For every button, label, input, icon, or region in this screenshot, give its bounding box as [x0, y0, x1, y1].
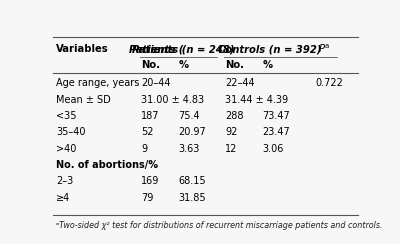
- Text: 187: 187: [142, 111, 160, 121]
- Text: 0.722: 0.722: [315, 78, 343, 88]
- Text: No. of abortions/%: No. of abortions/%: [56, 160, 158, 170]
- Text: Age range, years: Age range, years: [56, 78, 140, 88]
- Text: 12: 12: [225, 144, 238, 154]
- Text: 2–3: 2–3: [56, 176, 74, 186]
- Text: Variables: Variables: [56, 44, 109, 54]
- Text: 288: 288: [225, 111, 244, 121]
- Text: 20.97: 20.97: [179, 127, 206, 137]
- Text: 68.15: 68.15: [179, 176, 206, 186]
- Text: 79: 79: [142, 193, 154, 203]
- Text: 9: 9: [142, 144, 148, 154]
- Text: >40: >40: [56, 144, 76, 154]
- Text: 3.63: 3.63: [179, 144, 200, 154]
- Text: 31.44 ± 4.39: 31.44 ± 4.39: [225, 95, 288, 105]
- Text: ≥4: ≥4: [56, 193, 70, 203]
- Text: 23.47: 23.47: [262, 127, 290, 137]
- Text: No.: No.: [142, 61, 160, 71]
- Text: 22–44: 22–44: [225, 78, 255, 88]
- Text: 35–40: 35–40: [56, 127, 86, 137]
- Text: Patients (n = 248): Patients (n = 248): [132, 44, 234, 54]
- Text: 31.85: 31.85: [179, 193, 206, 203]
- Text: %: %: [262, 61, 272, 71]
- Text: Controls (n = 392): Controls (n = 392): [218, 44, 322, 54]
- Text: ᵃTwo-sided χ² test for distributions of recurrent miscarriage patients and contr: ᵃTwo-sided χ² test for distributions of …: [56, 221, 383, 230]
- Text: 20–44: 20–44: [142, 78, 171, 88]
- Text: 3.06: 3.06: [262, 144, 284, 154]
- Text: %: %: [179, 61, 189, 71]
- Text: <35: <35: [56, 111, 77, 121]
- Text: No.: No.: [225, 61, 244, 71]
- Text: 92: 92: [225, 127, 238, 137]
- Text: 31.00 ± 4.83: 31.00 ± 4.83: [142, 95, 204, 105]
- Text: 75.4: 75.4: [179, 111, 200, 121]
- Text: Patients (: Patients (: [129, 44, 183, 54]
- Text: 52: 52: [142, 127, 154, 137]
- Text: 169: 169: [142, 176, 160, 186]
- Text: $\mathit{P}^{\mathrm{a}}$: $\mathit{P}^{\mathrm{a}}$: [318, 43, 330, 55]
- Text: Mean ± SD: Mean ± SD: [56, 95, 111, 105]
- Text: 73.47: 73.47: [262, 111, 290, 121]
